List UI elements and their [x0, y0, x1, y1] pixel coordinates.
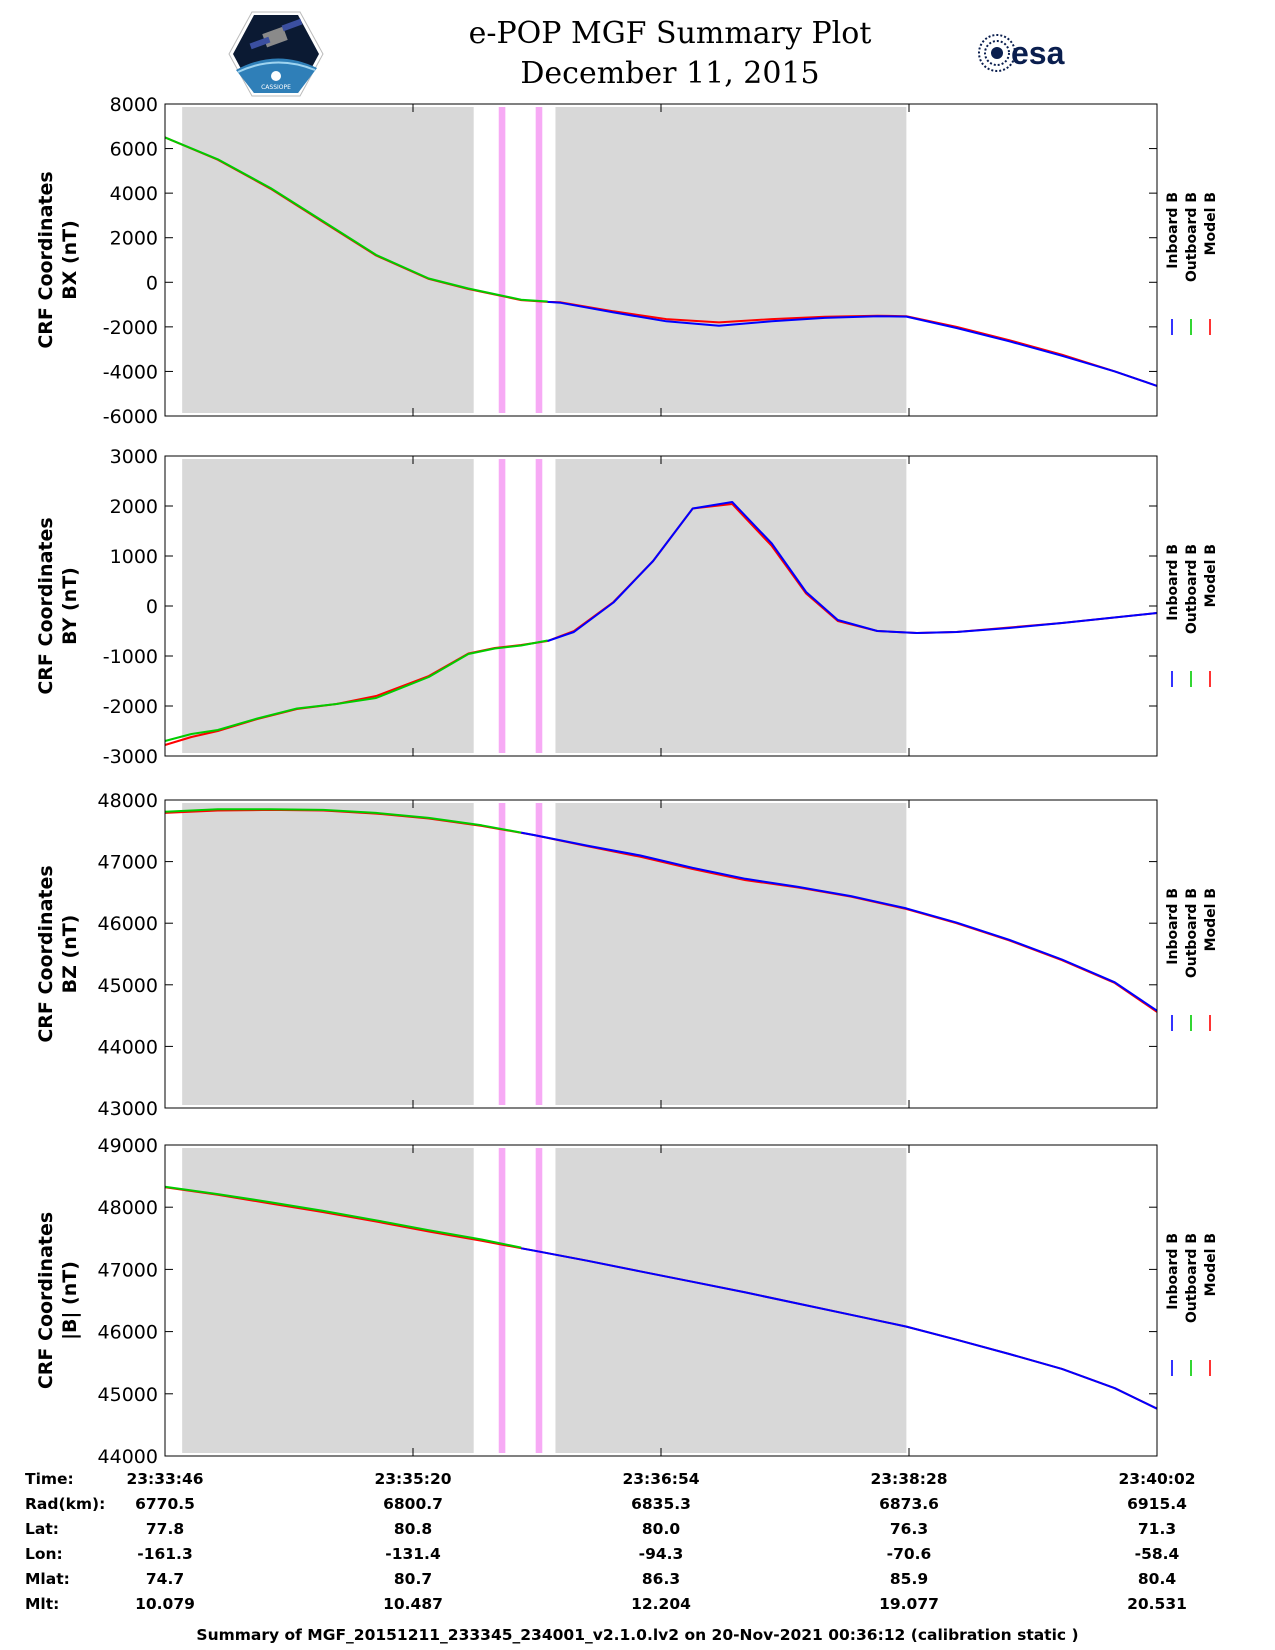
y-tick-label: -1000	[103, 646, 158, 668]
y-tick-label: 49000	[98, 1135, 158, 1157]
pink-marker-band	[535, 1148, 543, 1453]
y-tick-label: 43000	[98, 1098, 158, 1120]
legend-label: Inboard B	[1165, 544, 1181, 621]
legend-label: Model B	[1203, 1233, 1219, 1296]
y-tick-label: 1000	[110, 546, 158, 568]
y-axis-label: BX (nT)	[59, 220, 81, 300]
gray-shaded-interval	[182, 459, 474, 753]
y-tick-label: 6000	[110, 139, 158, 161]
y-tick-label: 47000	[98, 1259, 158, 1281]
legend-label: Outboard B	[1184, 192, 1200, 282]
y-tick-label: -6000	[103, 406, 158, 428]
y-tick-label: 47000	[98, 852, 158, 874]
legend-label: Outboard B	[1184, 1233, 1200, 1323]
pink-marker-band	[535, 107, 543, 413]
y-tick-label: 45000	[98, 975, 158, 997]
y-tick-label: 8000	[110, 94, 158, 116]
pink-marker-band	[498, 107, 506, 413]
mission-logo-text: CASSIOPE	[261, 84, 291, 91]
y-tick-label: 48000	[98, 790, 158, 812]
footer-summary: Summary of MGF_20151211_233345_234001_v2…	[196, 1626, 1079, 1644]
y-tick-label: 46000	[98, 1322, 158, 1344]
y-tick-label: -3000	[103, 746, 158, 768]
y-tick-label: 48000	[98, 1197, 158, 1219]
y-axis-label: |B| (nT)	[59, 1261, 81, 1340]
series-line-inboard-b	[547, 501, 1158, 642]
legend-label: Model B	[1203, 544, 1219, 607]
y-tick-label: -2000	[103, 317, 158, 339]
panel-3: 43000 44000 45000 46000 47000 48000 CRF Coordi…	[35, 790, 1219, 1120]
series-line-outboard-b	[164, 808, 522, 834]
y-tick-label: -4000	[103, 361, 158, 383]
legend-label: Model B	[1203, 888, 1219, 951]
series-line-inboard-b	[521, 831, 1158, 1012]
series-line-inboard-b	[521, 1247, 1158, 1410]
y-tick-label: 46000	[98, 913, 158, 935]
y-tick-label: 0	[146, 272, 158, 294]
series-line-outboard-b	[164, 639, 548, 742]
legend-label: Inboard B	[1165, 888, 1181, 965]
cassiope-mission-patch-icon: CASSIOPE	[228, 11, 324, 97]
y-axis-label: CRF Coordinates	[35, 865, 57, 1042]
series-line-inboard-b	[547, 300, 1158, 387]
y-tick-label: 2000	[110, 496, 158, 518]
gray-shaded-interval	[555, 459, 907, 753]
plot-header: CASSIOPE e-POP MGF Summary Plot December…	[0, 0, 1275, 100]
y-tick-label: 2000	[110, 228, 158, 250]
y-tick-label: 0	[146, 596, 158, 618]
panel-1: -6000 -4000 -2000 0 2000 4000 6000 8000 CRF Coor…	[35, 94, 1219, 428]
plot-title-block: e-POP MGF Summary Plot December 11, 2015	[390, 14, 950, 94]
y-tick-label: 4000	[110, 183, 158, 205]
plot-date: December 11, 2015	[520, 56, 820, 91]
pink-marker-band	[498, 459, 506, 753]
legend-label: Outboard B	[1184, 544, 1200, 634]
pink-marker-band	[498, 1148, 506, 1453]
legend-label: Outboard B	[1184, 888, 1200, 978]
panel-4: 44000 45000 46000 47000 48000 49000 CRF Coordi…	[35, 1135, 1219, 1468]
gray-shaded-interval	[555, 107, 907, 413]
gray-shaded-interval	[555, 803, 907, 1105]
y-tick-label: 3000	[110, 446, 158, 468]
gray-shaded-interval	[182, 803, 474, 1105]
panel-2: -3000 -2000 -1000 0 1000 2000 3000 CRF Coordina…	[35, 446, 1219, 768]
y-tick-label: 45000	[98, 1384, 158, 1406]
pink-marker-band	[535, 459, 543, 753]
esa-logo-icon: esa	[978, 34, 1065, 72]
series-line-outboard-b	[164, 136, 548, 303]
legend-label: Model B	[1203, 192, 1219, 255]
y-tick-label: 44000	[98, 1036, 158, 1058]
y-axis-label: CRF Coordinates	[35, 1212, 57, 1389]
gray-shaded-interval	[182, 107, 474, 413]
esa-logo-text: esa	[1011, 35, 1065, 71]
y-axis-label: BY (nT)	[59, 567, 81, 645]
y-tick-label: 44000	[98, 1446, 158, 1468]
legend-label: Inboard B	[1165, 1233, 1181, 1310]
gray-shaded-interval	[555, 1148, 907, 1453]
pink-marker-band	[498, 803, 506, 1105]
series-line-outboard-b	[164, 1185, 522, 1249]
y-axis-label: CRF Coordinates	[35, 517, 57, 694]
y-axis-label: BZ (nT)	[59, 915, 81, 994]
y-axis-label: CRF Coordinates	[35, 171, 57, 348]
pink-marker-band	[535, 803, 543, 1105]
plot-title: e-POP MGF Summary Plot	[468, 16, 872, 51]
y-tick-label: -2000	[103, 696, 158, 718]
gray-shaded-interval	[182, 1148, 474, 1453]
legend-label: Inboard B	[1165, 192, 1181, 269]
